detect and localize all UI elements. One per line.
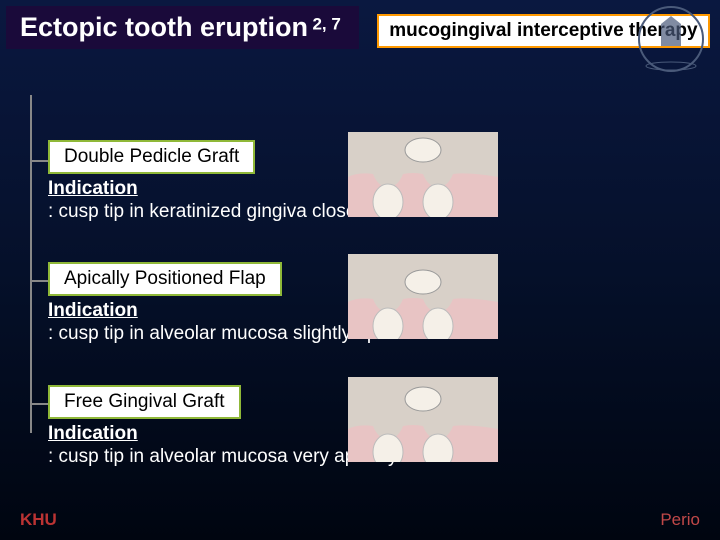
section-1: Double Pedicle Graft Indication : cusp t…: [48, 140, 688, 225]
method-1: Double Pedicle Graft: [64, 146, 239, 167]
title-superscript: 2, 7: [312, 15, 340, 34]
method-box-3: Free Gingival Graft: [48, 385, 241, 419]
illustration-2: [348, 254, 498, 339]
connector-h3: [30, 403, 48, 405]
section-2: Apically Positioned Flap Indication : cu…: [48, 262, 688, 347]
connector-h1: [30, 160, 48, 162]
illustration-3: [348, 377, 498, 462]
method-2: Apically Positioned Flap: [64, 268, 266, 289]
connector-h2: [30, 280, 48, 282]
slide-title: Ectopic tooth eruption: [20, 12, 308, 42]
footer-right: Perio: [660, 510, 700, 530]
footer-left: KHU: [20, 510, 57, 530]
title-bar: Ectopic tooth eruption 2, 7: [6, 6, 359, 49]
connector-vertical: [30, 95, 32, 433]
university-logo: [636, 4, 706, 74]
illustration-1: [348, 132, 498, 217]
method-box-1: Double Pedicle Graft: [48, 140, 255, 174]
method-box-2: Apically Positioned Flap: [48, 262, 282, 296]
section-3: Free Gingival Graft Indication : cusp ti…: [48, 385, 688, 470]
method-3: Free Gingival Graft: [64, 391, 225, 412]
